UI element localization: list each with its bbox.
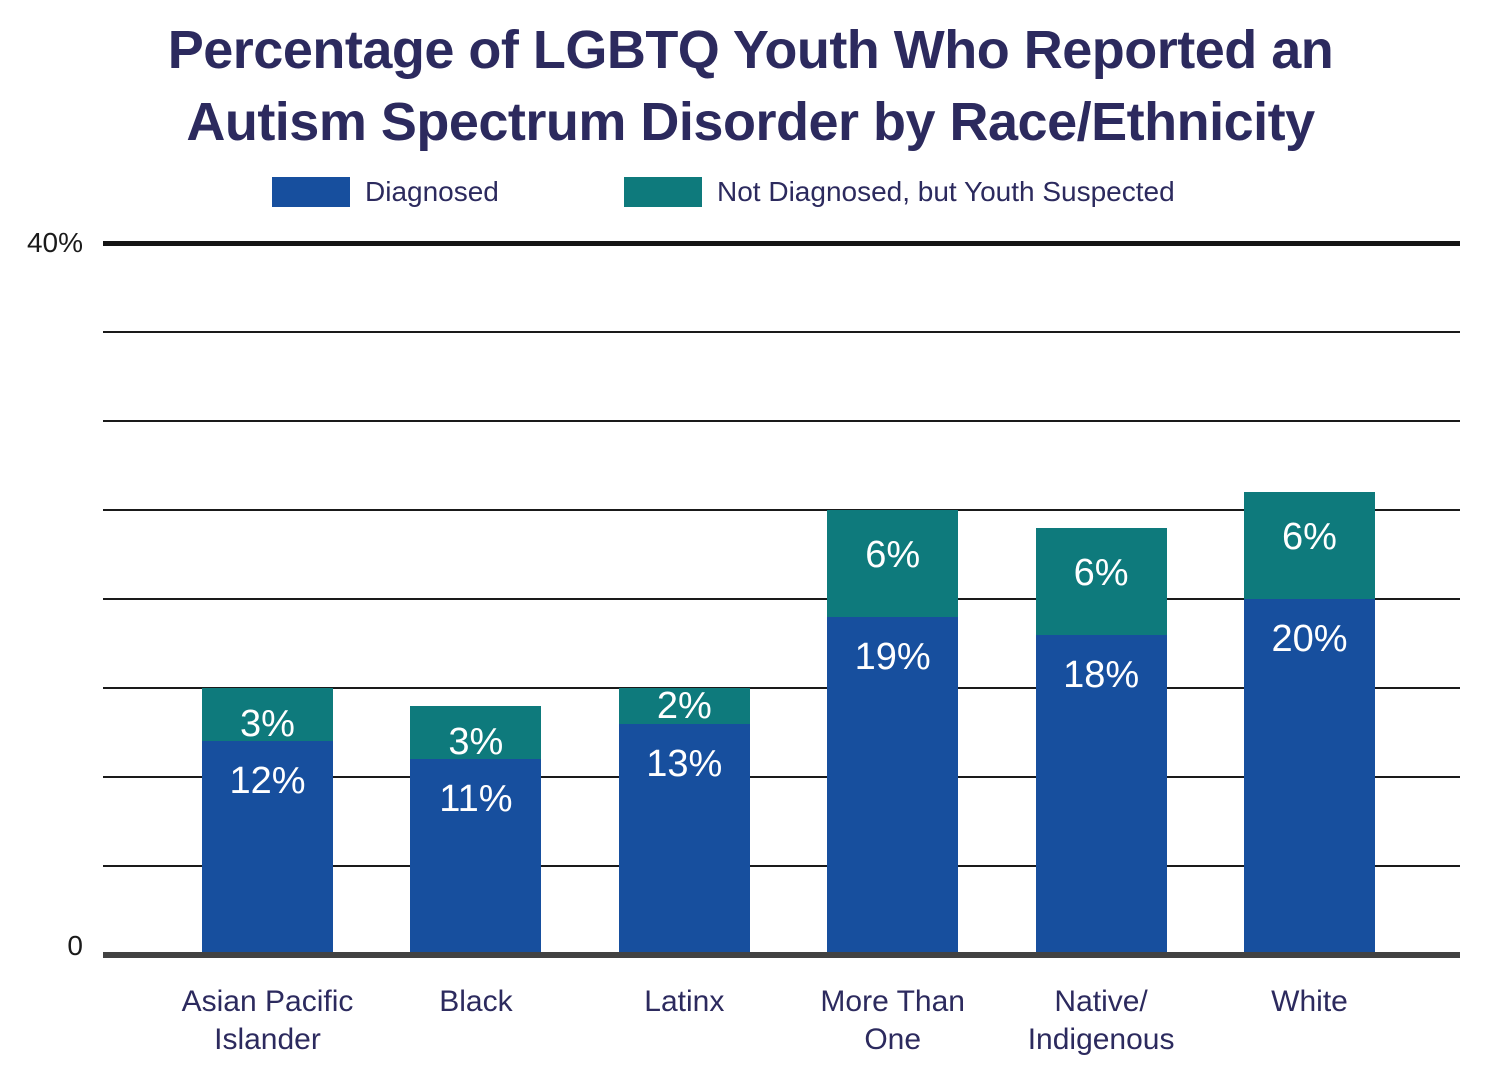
x-axis-labels: Asian Pacific Islander Black Latinx More Tha…: [103, 983, 1460, 1073]
bar-group-native-indigenous: 6% 18%: [1035, 527, 1167, 955]
bar-segment-not-diagnosed: 2%: [618, 685, 750, 727]
bar-segment-diagnosed: 12%: [202, 741, 333, 955]
x-axis-label-line: Latinx: [644, 985, 725, 1018]
chart-title-line2: Autism Spectrum Disorder by Race/Ethnici…: [186, 92, 1315, 152]
bar-segment-diagnosed: 19%: [827, 616, 959, 955]
legend-swatch-not-diagnosed: [624, 177, 702, 207]
x-axis-line: [103, 952, 1460, 958]
bar-segment-not-diagnosed: 3%: [410, 705, 542, 763]
bar-segment-not-diagnosed: 6%: [1035, 527, 1167, 635]
legend: Diagnosed Not Diagnosed, but Youth Suspe…: [0, 176, 1501, 207]
x-axis-label-more-than-one: More Than One: [820, 983, 965, 1059]
bar-value-label-not-diagnosed: 6%: [1282, 516, 1337, 559]
gridline: [103, 509, 1460, 511]
legend-item-not-diagnosed: Not Diagnosed, but Youth Suspected: [624, 176, 1175, 207]
bar-value-label-not-diagnosed: 6%: [1073, 551, 1129, 594]
legend-swatch-diagnosed: [272, 177, 350, 207]
gridline: [103, 420, 1460, 422]
bar-segment-diagnosed: 11%: [410, 759, 542, 955]
x-axis-label-line: Indigenous: [1027, 1023, 1175, 1056]
bar-group-latinx: 2% 13%: [618, 685, 750, 955]
bar-value-label-not-diagnosed: 6%: [865, 534, 921, 576]
x-axis-label-line: More Than: [820, 985, 965, 1018]
gridline: [103, 687, 1460, 689]
x-axis-label-black: Black: [439, 983, 512, 1021]
bar-segment-diagnosed: 20%: [1244, 599, 1375, 955]
chart-title: Percentage of LGBTQ Youth Who Reported a…: [0, 14, 1501, 158]
bar-segment-not-diagnosed: 3%: [202, 688, 333, 745]
bar-value-label-diagnosed: 11%: [439, 778, 513, 821]
x-axis-label-line: Native/: [1054, 985, 1148, 1018]
y-axis-max-label: 40%: [26, 227, 83, 258]
x-axis-label-line: Islander: [214, 1023, 321, 1056]
x-axis-label-line: Black: [439, 985, 513, 1018]
gridline: [103, 776, 1460, 778]
y-axis-min-label: 0: [67, 930, 83, 961]
bar-value-label-diagnosed: 20%: [1271, 618, 1348, 660]
x-axis-label-native-indigenous: Native/Indigenous: [1028, 983, 1175, 1059]
x-axis-label-line: One: [864, 1023, 922, 1056]
bar-value-label-not-diagnosed: 3%: [448, 720, 504, 763]
bar-group-asian-pacific-islander: 3% 12%: [202, 688, 333, 955]
bar-segment-not-diagnosed: 6%: [1244, 492, 1375, 599]
gridline: [103, 598, 1460, 600]
bar-value-label-diagnosed: 12%: [229, 760, 306, 803]
plot-area: 3% 12% 3% 11% 2% 13% 6% 19% 6% 18% 6% 20%: [103, 240, 1460, 958]
bar-segment-diagnosed: 13%: [618, 723, 750, 955]
bar-group-white: 6% 20%: [1244, 492, 1375, 955]
x-axis-label-white: White: [1271, 983, 1348, 1021]
y-axis-top-line: [103, 240, 1460, 246]
x-axis-label-line: White: [1271, 985, 1348, 1018]
bar-group-more-than-one: 6% 19%: [827, 510, 959, 955]
bar-segment-diagnosed: 18%: [1035, 634, 1167, 955]
bar-segment-not-diagnosed: 6%: [827, 510, 959, 617]
x-axis-label-line: Asian Pacific: [181, 985, 354, 1018]
bar-value-label-not-diagnosed: 2%: [656, 684, 712, 727]
legend-label-not-diagnosed: Not Diagnosed, but Youth Suspected: [717, 176, 1175, 207]
bar-value-label-diagnosed: 19%: [854, 635, 931, 678]
legend-label-diagnosed: Diagnosed: [365, 176, 499, 207]
bar-value-label-not-diagnosed: 3%: [240, 702, 295, 745]
bar-value-label-diagnosed: 13%: [646, 742, 723, 785]
x-axis-label-latinx: Latinx: [644, 983, 724, 1021]
bar-group-black: 3% 11%: [410, 705, 542, 955]
x-axis-label-asian-pacific-islander: Asian Pacific Islander: [182, 983, 354, 1059]
gridline: [103, 331, 1460, 333]
chart-title-line1: Percentage of LGBTQ Youth Who Reported a…: [167, 20, 1334, 80]
legend-item-diagnosed: Diagnosed: [272, 176, 499, 207]
gridline: [103, 865, 1460, 867]
bar-value-label-diagnosed: 18%: [1063, 653, 1140, 696]
